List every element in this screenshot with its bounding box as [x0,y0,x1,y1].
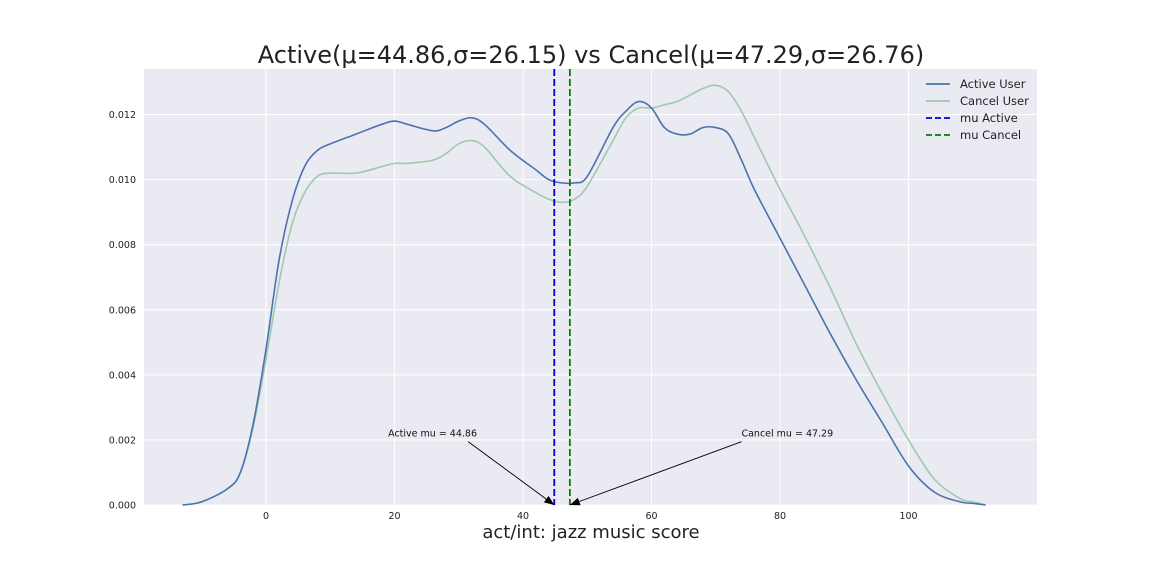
annotation-arrow [467,441,555,506]
y-tick-label: 0.002 [109,435,136,446]
annotation-text: Active mu = 44.86 [388,429,477,440]
x-tick-label: 20 [389,511,401,522]
y-tick-label: 0.010 [109,175,136,186]
y-tick-label: 0.004 [109,370,136,381]
y-tick-label: 0.012 [109,110,136,121]
series-layer [182,84,986,506]
x-tick-label: 100 [899,511,917,522]
x-tick-label: 80 [774,511,786,522]
legend: Active User Cancel User mu Active mu Cancel [926,77,1029,142]
x-tick-labels: 0 20 40 60 80 100 [263,511,918,522]
x-axis-label: act/int: jazz music score [482,522,699,543]
y-tick-label: 0.006 [109,305,136,316]
chart-title: Active(μ=44.86,σ=26.15) vs Cancel(μ=47.2… [258,41,924,69]
legend-label: mu Cancel [960,128,1021,142]
legend-label: Active User [960,77,1026,91]
x-tick-label: 40 [517,511,529,522]
annotation-text: Cancel mu = 47.29 [741,429,833,440]
annotations: Active mu = 44.86 Cancel mu = 47.29 [388,429,833,506]
y-tick-label: 0.008 [109,240,136,251]
x-tick-label: 60 [645,511,657,522]
gridlines [144,69,1037,506]
legend-label: mu Active [960,111,1018,125]
y-tick-labels: 0.000 0.002 0.004 0.006 0.008 0.010 0.012 [109,110,136,511]
annotation-arrow [569,441,742,506]
series-line-cancel-user [182,84,986,506]
legend-label: Cancel User [960,94,1029,108]
mean-lines [553,69,571,505]
x-tick-label: 0 [263,511,269,522]
y-tick-label: 0.000 [109,501,136,512]
series-line-active-user [182,100,986,506]
